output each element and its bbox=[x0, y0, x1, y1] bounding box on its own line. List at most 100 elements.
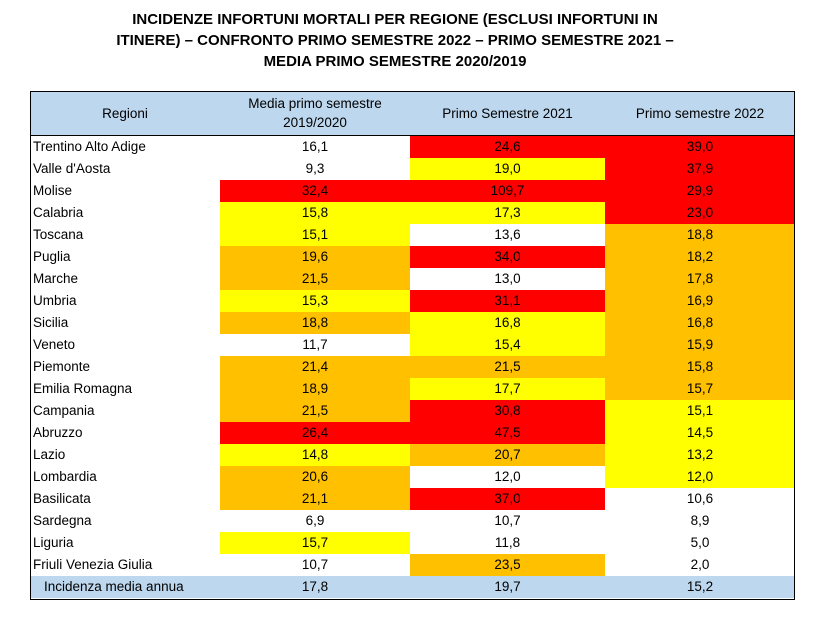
semestre-2021-value: 13,0 bbox=[410, 268, 605, 290]
table-row: Valle d'Aosta 9,3 19,0 37,9 bbox=[30, 158, 795, 180]
region-name: Emilia Romagna bbox=[33, 381, 133, 396]
region-name: Piemonte bbox=[33, 359, 91, 374]
semestre-2021-value: 47,5 bbox=[410, 422, 605, 444]
table-row: Toscana 15,1 13,6 18,8 bbox=[30, 224, 795, 246]
media-2019-2020-value: 20,6 bbox=[220, 466, 410, 488]
semestre-2022-value: 17,8 bbox=[605, 268, 795, 290]
region-name: Campania bbox=[33, 403, 95, 418]
semestre-2021-value: 21,5 bbox=[410, 356, 605, 378]
table-row: Lazio 14,8 20,7 13,2 bbox=[30, 444, 795, 466]
media-2019-2020-value: 18,9 bbox=[220, 378, 410, 400]
table-row: Sardegna 6,9 10,7 8,9 bbox=[30, 510, 795, 532]
region-name: Sicilia bbox=[33, 315, 69, 330]
media-2019-2020-value: 6,9 bbox=[220, 510, 410, 532]
semestre-2022-value: 16,8 bbox=[605, 312, 795, 334]
semestre-2021-value: 31,1 bbox=[410, 290, 605, 312]
region-name: Umbria bbox=[33, 293, 77, 308]
region-name: Liguria bbox=[33, 535, 74, 550]
semestre-2022-value: 15,9 bbox=[605, 334, 795, 356]
region-name: Sardegna bbox=[33, 513, 92, 528]
semestre-2021-value: 37,0 bbox=[410, 488, 605, 510]
media-2019-2020-value: 26,4 bbox=[220, 422, 410, 444]
region-name: Molise bbox=[33, 183, 73, 198]
semestre-2021-value: 15,4 bbox=[410, 334, 605, 356]
table-row: Trentino Alto Adige 16,1 24,6 39,0 bbox=[30, 135, 795, 158]
table-row: Puglia 19,6 34,0 18,2 bbox=[30, 246, 795, 268]
semestre-2022-value: 15,7 bbox=[605, 378, 795, 400]
semestre-2022-value: 18,2 bbox=[605, 246, 795, 268]
media-2019-2020-value: 19,6 bbox=[220, 246, 410, 268]
footer-2022-value: 15,2 bbox=[605, 576, 795, 598]
table-row: Umbria 15,3 31,1 16,9 bbox=[30, 290, 795, 312]
region-name: Basilicata bbox=[33, 491, 91, 506]
semestre-2021-value: 19,0 bbox=[410, 158, 605, 180]
media-2019-2020-value: 18,8 bbox=[220, 312, 410, 334]
table-row: Emilia Romagna 18,9 17,7 15,7 bbox=[30, 378, 795, 400]
semestre-2022-value: 18,8 bbox=[605, 224, 795, 246]
semestre-2021-value: 17,3 bbox=[410, 202, 605, 224]
table-row: Abruzzo 26,4 47,5 14,5 bbox=[30, 422, 795, 444]
table-row: Calabria 15,8 17,3 23,0 bbox=[30, 202, 795, 224]
semestre-2022-value: 8,9 bbox=[605, 510, 795, 532]
region-name: Veneto bbox=[33, 337, 76, 352]
semestre-2022-value: 23,0 bbox=[605, 202, 795, 224]
semestre-2021-value: 30,8 bbox=[410, 400, 605, 422]
media-2019-2020-value: 16,1 bbox=[220, 135, 410, 158]
media-2019-2020-value: 9,3 bbox=[220, 158, 410, 180]
region-name: Valle d'Aosta bbox=[33, 161, 111, 176]
header-primo-semestre-2021: Primo Semestre 2021 bbox=[410, 91, 605, 136]
table-header-row: Regioni Media primo semestre 2019/2020 P… bbox=[30, 91, 795, 136]
region-name: Puglia bbox=[33, 249, 71, 264]
semestre-2022-value: 12,0 bbox=[605, 466, 795, 488]
semestre-2022-value: 13,2 bbox=[605, 444, 795, 466]
semestre-2021-value: 12,0 bbox=[410, 466, 605, 488]
media-2019-2020-value: 11,7 bbox=[220, 334, 410, 356]
title-line-2: ITINERE) – CONFRONTO PRIMO SEMESTRE 2022… bbox=[116, 32, 674, 49]
media-2019-2020-value: 15,1 bbox=[220, 224, 410, 246]
footer-media-value: 17,8 bbox=[220, 576, 410, 598]
region-name: Toscana bbox=[33, 227, 84, 242]
table-row: Molise 32,4 109,7 29,9 bbox=[30, 180, 795, 202]
semestre-2021-value: 17,7 bbox=[410, 378, 605, 400]
incidence-table: Regioni Media primo semestre 2019/2020 P… bbox=[30, 91, 795, 598]
region-name: Marche bbox=[33, 271, 79, 286]
media-2019-2020-value: 10,7 bbox=[220, 554, 410, 576]
table-row: Marche 21,5 13,0 17,8 bbox=[30, 268, 795, 290]
media-2019-2020-value: 21,5 bbox=[220, 268, 410, 290]
document-title: INCIDENZE INFORTUNI MORTALI PER REGIONE … bbox=[0, 9, 790, 72]
semestre-2022-value: 10,6 bbox=[605, 488, 795, 510]
media-2019-2020-value: 14,8 bbox=[220, 444, 410, 466]
table-row: Sicilia 18,8 16,8 16,8 bbox=[30, 312, 795, 334]
media-2019-2020-value: 21,1 bbox=[220, 488, 410, 510]
table-row: Friuli Venezia Giulia 10,7 23,5 2,0 bbox=[30, 554, 795, 576]
table-row: Lombardia 20,6 12,0 12,0 bbox=[30, 466, 795, 488]
semestre-2021-value: 13,6 bbox=[410, 224, 605, 246]
footer-2021-value: 19,7 bbox=[410, 576, 605, 598]
region-name: Trentino Alto Adige bbox=[33, 139, 146, 154]
media-2019-2020-value: 15,8 bbox=[220, 202, 410, 224]
footer-row: Incidenza media annua 17,8 19,7 15,2 bbox=[30, 576, 795, 598]
table-row: Basilicata 21,1 37,0 10,6 bbox=[30, 488, 795, 510]
semestre-2021-value: 109,7 bbox=[410, 180, 605, 202]
table-row: Liguria 15,7 11,8 5,0 bbox=[30, 532, 795, 554]
semestre-2022-value: 5,0 bbox=[605, 532, 795, 554]
region-name: Friuli Venezia Giulia bbox=[33, 557, 153, 572]
semestre-2021-value: 34,0 bbox=[410, 246, 605, 268]
table-body: Trentino Alto Adige 16,1 24,6 39,0 Valle d'A… bbox=[30, 135, 795, 576]
header-media-2019-2020: Media primo semestre 2019/2020 bbox=[220, 91, 410, 136]
semestre-2021-value: 11,8 bbox=[410, 532, 605, 554]
media-2019-2020-value: 32,4 bbox=[220, 180, 410, 202]
table-row: Campania 21,5 30,8 15,1 bbox=[30, 400, 795, 422]
semestre-2021-value: 10,7 bbox=[410, 510, 605, 532]
semestre-2022-value: 37,9 bbox=[605, 158, 795, 180]
semestre-2021-value: 23,5 bbox=[410, 554, 605, 576]
semestre-2022-value: 14,5 bbox=[605, 422, 795, 444]
header-primo-semestre-2022: Primo semestre 2022 bbox=[605, 91, 795, 136]
media-2019-2020-value: 15,7 bbox=[220, 532, 410, 554]
semestre-2022-value: 29,9 bbox=[605, 180, 795, 202]
semestre-2022-value: 15,8 bbox=[605, 356, 795, 378]
semestre-2022-value: 2,0 bbox=[605, 554, 795, 576]
table-row: Piemonte 21,4 21,5 15,8 bbox=[30, 356, 795, 378]
header-media-line-1: Media primo semestre bbox=[248, 96, 382, 111]
semestre-2022-value: 16,9 bbox=[605, 290, 795, 312]
